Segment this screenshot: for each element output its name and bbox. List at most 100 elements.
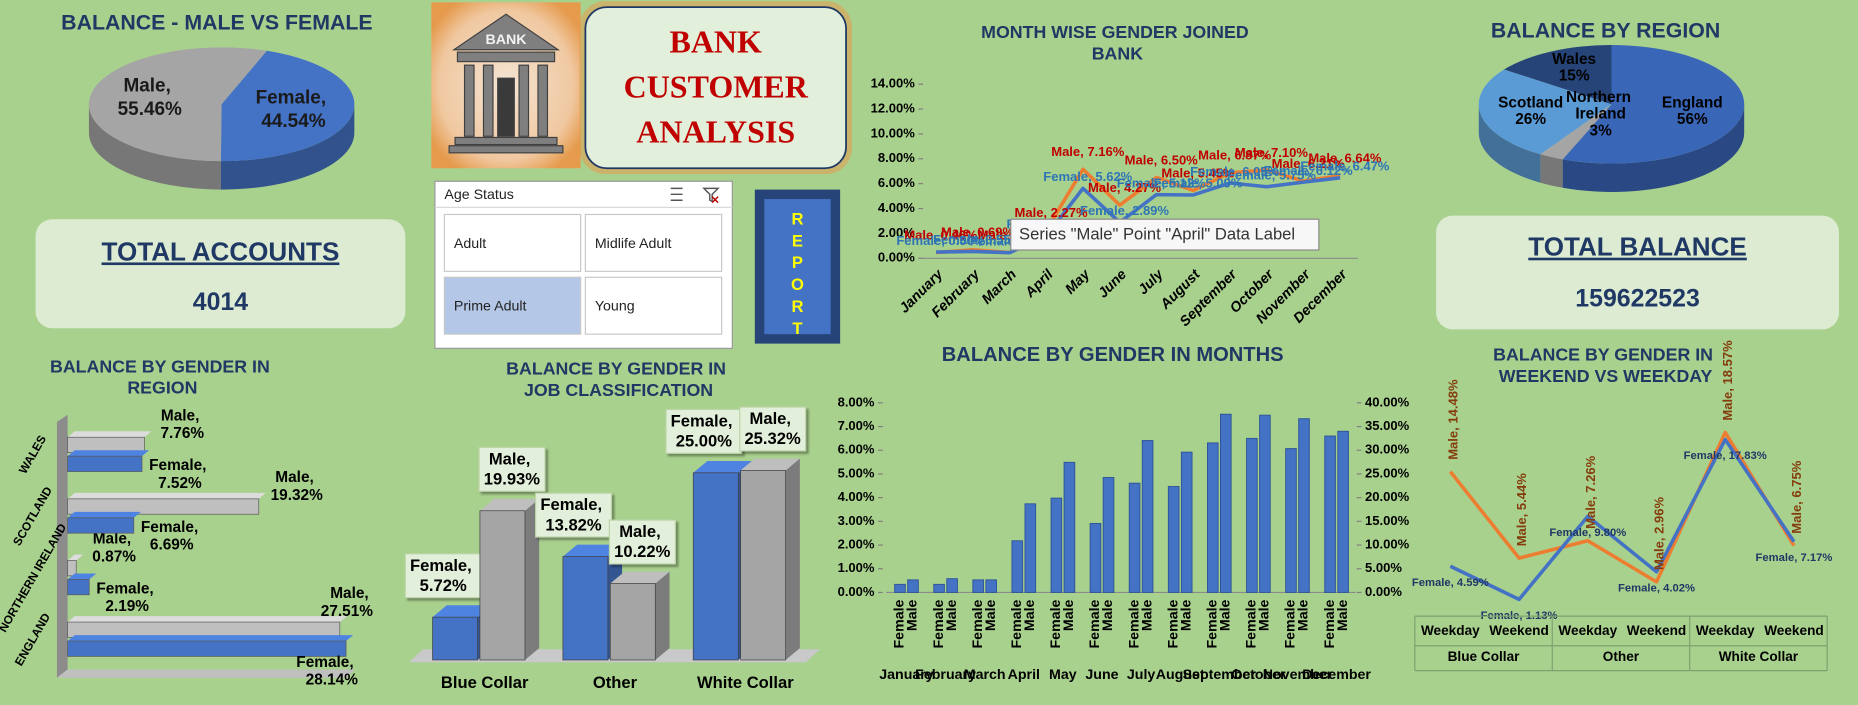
slice-category: Wales bbox=[1552, 51, 1596, 68]
x-tick-label: January bbox=[879, 667, 934, 683]
data-label: Male, 14.48% bbox=[1445, 379, 1460, 460]
chart-title: MONTH WISE GENDER JOINED BANK bbox=[981, 22, 1253, 63]
bar-top bbox=[562, 544, 623, 557]
chart-title: BALANCE BY REGION bbox=[1491, 19, 1720, 43]
bar bbox=[67, 498, 260, 515]
x-tick-label: September bbox=[1183, 667, 1257, 683]
y-tick-label: 40.00% bbox=[1365, 394, 1410, 409]
data-label: Female, 5.12% bbox=[1117, 175, 1206, 190]
slice-value-label: 3% bbox=[1590, 122, 1613, 139]
bar bbox=[907, 579, 919, 593]
series-label: Male bbox=[1061, 599, 1077, 631]
data-label: Female, 2.19% bbox=[96, 581, 158, 616]
y-tick-label: 0.00% bbox=[1365, 584, 1402, 599]
bar bbox=[1050, 497, 1063, 593]
y-tick-label: 2.00% bbox=[838, 536, 875, 551]
slice-value-label: 15% bbox=[1559, 68, 1590, 85]
data-label-box bbox=[739, 406, 807, 452]
series-line bbox=[1448, 430, 1796, 584]
title-box bbox=[584, 6, 847, 170]
y-tick-label: 1.00% bbox=[838, 560, 875, 575]
report-button[interactable] bbox=[764, 199, 831, 335]
data-label-box bbox=[608, 519, 676, 565]
slicer-item[interactable] bbox=[584, 276, 723, 335]
y-tick-label: 6.00% bbox=[878, 175, 915, 190]
bar bbox=[1180, 451, 1193, 593]
bar-top bbox=[67, 616, 347, 623]
series-line bbox=[1449, 437, 1796, 602]
data-label: Male, 5.45% bbox=[1161, 165, 1235, 180]
x-tick-label: Weekend bbox=[1627, 623, 1687, 638]
bar bbox=[985, 579, 998, 593]
bar bbox=[1324, 435, 1336, 593]
kpi-value: 159622523 bbox=[1575, 284, 1700, 312]
pie-side bbox=[88, 104, 221, 190]
slicer-item[interactable] bbox=[443, 276, 582, 335]
series-label: Female bbox=[1087, 599, 1103, 648]
group-label: Other bbox=[1603, 649, 1640, 664]
data-label: Male, 2.27% bbox=[1015, 205, 1089, 220]
charts: BALANCE - MALE VS FEMALE Male, 55.46% Fema… bbox=[0, 10, 1832, 692]
bar-top bbox=[740, 458, 800, 471]
y-tick-label: 25.00% bbox=[1365, 465, 1410, 480]
slicer-item-label[interactable]: Young bbox=[595, 299, 635, 315]
series-label: Male bbox=[1139, 599, 1155, 631]
slicer-item[interactable] bbox=[443, 213, 582, 272]
slicer-item-label[interactable]: Prime Adult bbox=[454, 299, 527, 315]
bar-side bbox=[524, 498, 540, 660]
data-label: Male, 7.26% bbox=[1583, 455, 1598, 529]
pie-side bbox=[1562, 104, 1745, 192]
kpi-label: TOTAL BALANCE bbox=[1528, 232, 1747, 262]
bar bbox=[1337, 430, 1349, 593]
data-label: Male, 6.75% bbox=[1789, 460, 1804, 534]
x-tick-label: Blue Collar bbox=[441, 673, 529, 692]
data-label: Male, 18.57% bbox=[1720, 340, 1735, 421]
y-tick-label: 20.00% bbox=[1365, 489, 1410, 504]
x-tick-label: Weekday bbox=[1421, 623, 1480, 638]
bar-top bbox=[67, 431, 152, 438]
data-label: Male, 7.10% bbox=[1235, 145, 1309, 160]
slicer-item-label[interactable]: Adult bbox=[454, 236, 486, 252]
bar-side bbox=[785, 458, 800, 660]
bar bbox=[1141, 440, 1154, 593]
bar bbox=[692, 472, 739, 661]
data-label: Male, 6.87% bbox=[1198, 148, 1272, 163]
chart-title: BALANCE BY GENDER IN REGION bbox=[50, 356, 275, 397]
x-tick-label: November bbox=[1263, 667, 1333, 683]
slice-value-label: 56% bbox=[1677, 111, 1708, 128]
pie-slice bbox=[88, 47, 267, 162]
data-label: Female, 0.50% bbox=[896, 233, 985, 248]
data-label: Female, 28.14% bbox=[296, 654, 358, 689]
y-tick-label: 10.00% bbox=[871, 125, 916, 140]
data-label: Female, 6.69% bbox=[141, 519, 203, 554]
data-label: Male, 6.50% bbox=[1125, 152, 1199, 167]
bar bbox=[67, 517, 135, 534]
slicer-item[interactable] bbox=[584, 213, 723, 272]
series-label: Female bbox=[970, 599, 986, 648]
y-tick-label: 0.00% bbox=[878, 250, 915, 265]
kpi-value: 4014 bbox=[193, 288, 249, 316]
data-label: Female, 4.02% bbox=[1618, 582, 1695, 594]
series-label: Male bbox=[1178, 599, 1194, 631]
title-line: CUSTOMER bbox=[624, 68, 809, 104]
chart-floor bbox=[56, 669, 356, 678]
series-label: Male bbox=[905, 599, 921, 631]
bar-top bbox=[693, 460, 753, 473]
data-label: Female, 5.75% bbox=[1227, 168, 1316, 183]
x-tick-label: Weekday bbox=[1696, 623, 1755, 638]
y-tick-label: 5.00% bbox=[1365, 560, 1402, 575]
x-tick-label: White Collar bbox=[697, 673, 794, 692]
pie-side bbox=[1540, 154, 1563, 188]
series-label: Female bbox=[1165, 599, 1181, 648]
y-tick-label: 0.00% bbox=[838, 584, 875, 599]
series-line bbox=[936, 176, 1341, 255]
series-label: Male bbox=[1257, 599, 1273, 631]
slice-category: England bbox=[1662, 95, 1723, 112]
bar bbox=[479, 510, 526, 661]
data-label: Male, 6.21% bbox=[1272, 156, 1346, 171]
pie-slice bbox=[1562, 45, 1745, 164]
x-tick-label: August bbox=[1156, 667, 1205, 683]
slicer-item-label[interactable]: Midlife Adult bbox=[595, 236, 672, 252]
bar-top bbox=[67, 450, 150, 457]
